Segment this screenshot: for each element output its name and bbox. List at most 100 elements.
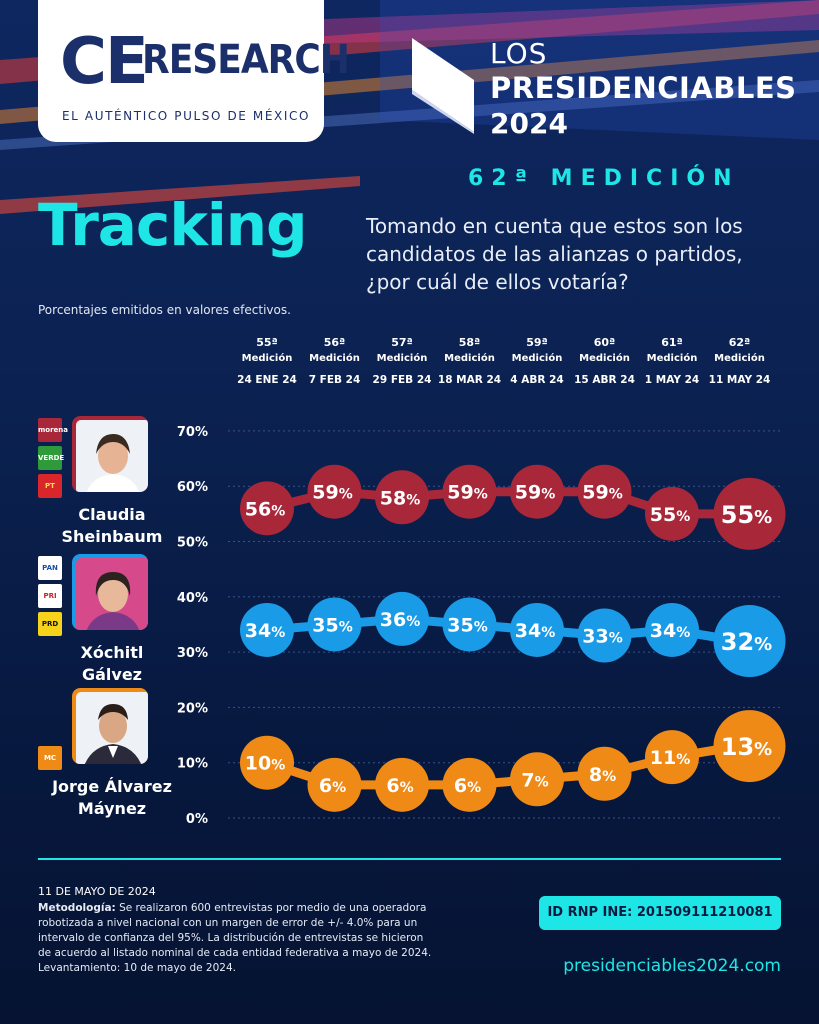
data-label-percent: % [271,758,285,774]
medicion-title: 62ª MEDICIÓN [468,166,740,191]
galvez-photo [72,554,148,630]
data-label-percent: % [609,631,623,647]
data-label-percent: % [541,625,555,641]
data-label-percent: % [339,619,353,635]
logo-research-text: RESEARCH [142,37,350,83]
data-point-maynez [375,757,429,812]
data-label-value: 55 [650,504,676,526]
data-label-percent: % [467,780,481,796]
y-tick-label: 40% [177,591,208,606]
data-label-sheinbaum: 55% [721,501,772,529]
data-label-value: 35 [447,614,473,636]
data-point-galvez [307,597,362,652]
data-label-galvez: 36% [380,609,420,631]
y-tick-label: 60% [177,480,208,495]
party-logo-verde: VERDE [38,446,64,470]
party-logo-pt: PT [38,474,62,498]
party-logo-pri: PRI [38,584,62,608]
x-tick-label: Medición [579,352,630,364]
x-tick-number: 60ª [594,336,616,349]
data-point-sheinbaum [240,481,294,536]
data-label-percent: % [754,634,772,655]
party-logo-morena: morena [38,418,68,442]
data-label-percent: % [332,780,346,796]
candidate-name-line2: Sheinbaum [61,527,163,546]
data-label-maynez: 11% [650,747,690,769]
website-link[interactable]: presidenciables2024.com [563,956,781,976]
data-label-percent: % [609,487,623,503]
data-label-value: 59 [312,482,338,504]
y-tick-label: 30% [177,646,208,661]
data-label-value: 6 [319,775,332,797]
candidate-name-line2: Máynez [77,799,147,818]
x-tick-number: 61ª [661,336,683,349]
tracking-chart: 0% 10% 20% 30% 40% 50% 60% 70% 55ª Medición 24 ENE… [177,336,786,819]
x-tick-label: Medición [309,352,360,364]
y-tick-label: 70% [177,425,208,440]
data-label-value: 6 [386,775,399,797]
data-point-sheinbaum [713,477,786,550]
data-point-galvez [645,602,699,657]
data-label-maynez: 13% [721,733,772,761]
logo-ce-text: CE [60,25,149,99]
data-label-value: 10 [245,753,271,775]
data-point-sheinbaum [307,464,362,519]
data-point-sheinbaum [645,486,699,541]
data-label-percent: % [271,625,285,641]
data-label-value: 55 [721,501,754,529]
y-tick-label: 20% [177,701,208,716]
x-tick-number: 62ª [729,336,751,349]
data-label-value: 59 [582,482,608,504]
party-logo-prd: PRD [38,612,62,636]
x-tick-date: 24 ENE 24 [237,374,297,386]
data-label-percent: % [406,492,420,508]
data-label-sheinbaum: 58% [380,487,420,509]
data-point-galvez [713,605,786,678]
data-point-maynez [510,752,564,807]
data-label-galvez: 34% [650,620,690,642]
x-tick-date: 4 ABR 24 [510,374,563,386]
data-point-sheinbaum [510,464,564,519]
survey-question: Tomando en cuenta que estos son los cand… [366,214,743,294]
data-label-value: 7 [521,769,534,791]
x-tick-date: 1 MAY 24 [645,374,699,386]
data-label-sheinbaum: 59% [515,482,555,504]
footer-divider [38,858,781,860]
data-point-sheinbaum [577,464,632,519]
data-label-value: 34 [515,620,541,642]
footer-date: 11 DE MAYO DE 2024 [38,885,156,898]
brand-line-1: LOS [490,37,548,70]
data-label-value: 8 [589,764,602,786]
data-label-galvez: 33% [582,626,622,648]
methodology-body: Se realizaron 600 entrevistas por medio … [38,902,432,959]
data-label-value: 32 [721,628,754,656]
presidenciables-logo-icon [412,38,474,134]
y-tick-label: 50% [177,536,208,551]
data-point-sheinbaum [442,464,497,519]
candidate-name-maynez: Jorge Álvarez Máynez [27,776,197,820]
sheinbaum-photo [72,416,148,492]
data-label-value: 56 [245,498,271,520]
x-tick-label: Medición [714,352,765,364]
x-tick-number: 56ª [324,336,346,349]
data-point-maynez [645,730,699,785]
x-tick-date: 11 MAY 24 [709,374,771,386]
x-tick-number: 55ª [256,336,278,349]
data-label-percent: % [754,507,772,528]
candidate-name-line1: Jorge Álvarez [52,777,172,796]
x-tick-label: Medición [242,352,293,364]
page-title: Tracking [38,191,308,259]
candidate-name-line1: Claudia [78,505,146,524]
data-label-galvez: 34% [515,620,555,642]
maynez-photo [72,688,148,764]
data-label-value: 59 [515,482,541,504]
data-label-sheinbaum: 59% [447,482,487,504]
data-label-percent: % [541,487,555,503]
data-label-value: 34 [650,620,676,642]
data-label-galvez: 35% [312,614,352,636]
ce-research-logo: CE RESEARCH EL AUTÉNTICO PULSO DE MÉXICO [38,0,350,142]
data-label-galvez: 35% [447,614,487,636]
data-label-maynez: 6% [454,775,481,797]
data-label-value: 59 [447,482,473,504]
data-point-maynez [307,757,362,812]
